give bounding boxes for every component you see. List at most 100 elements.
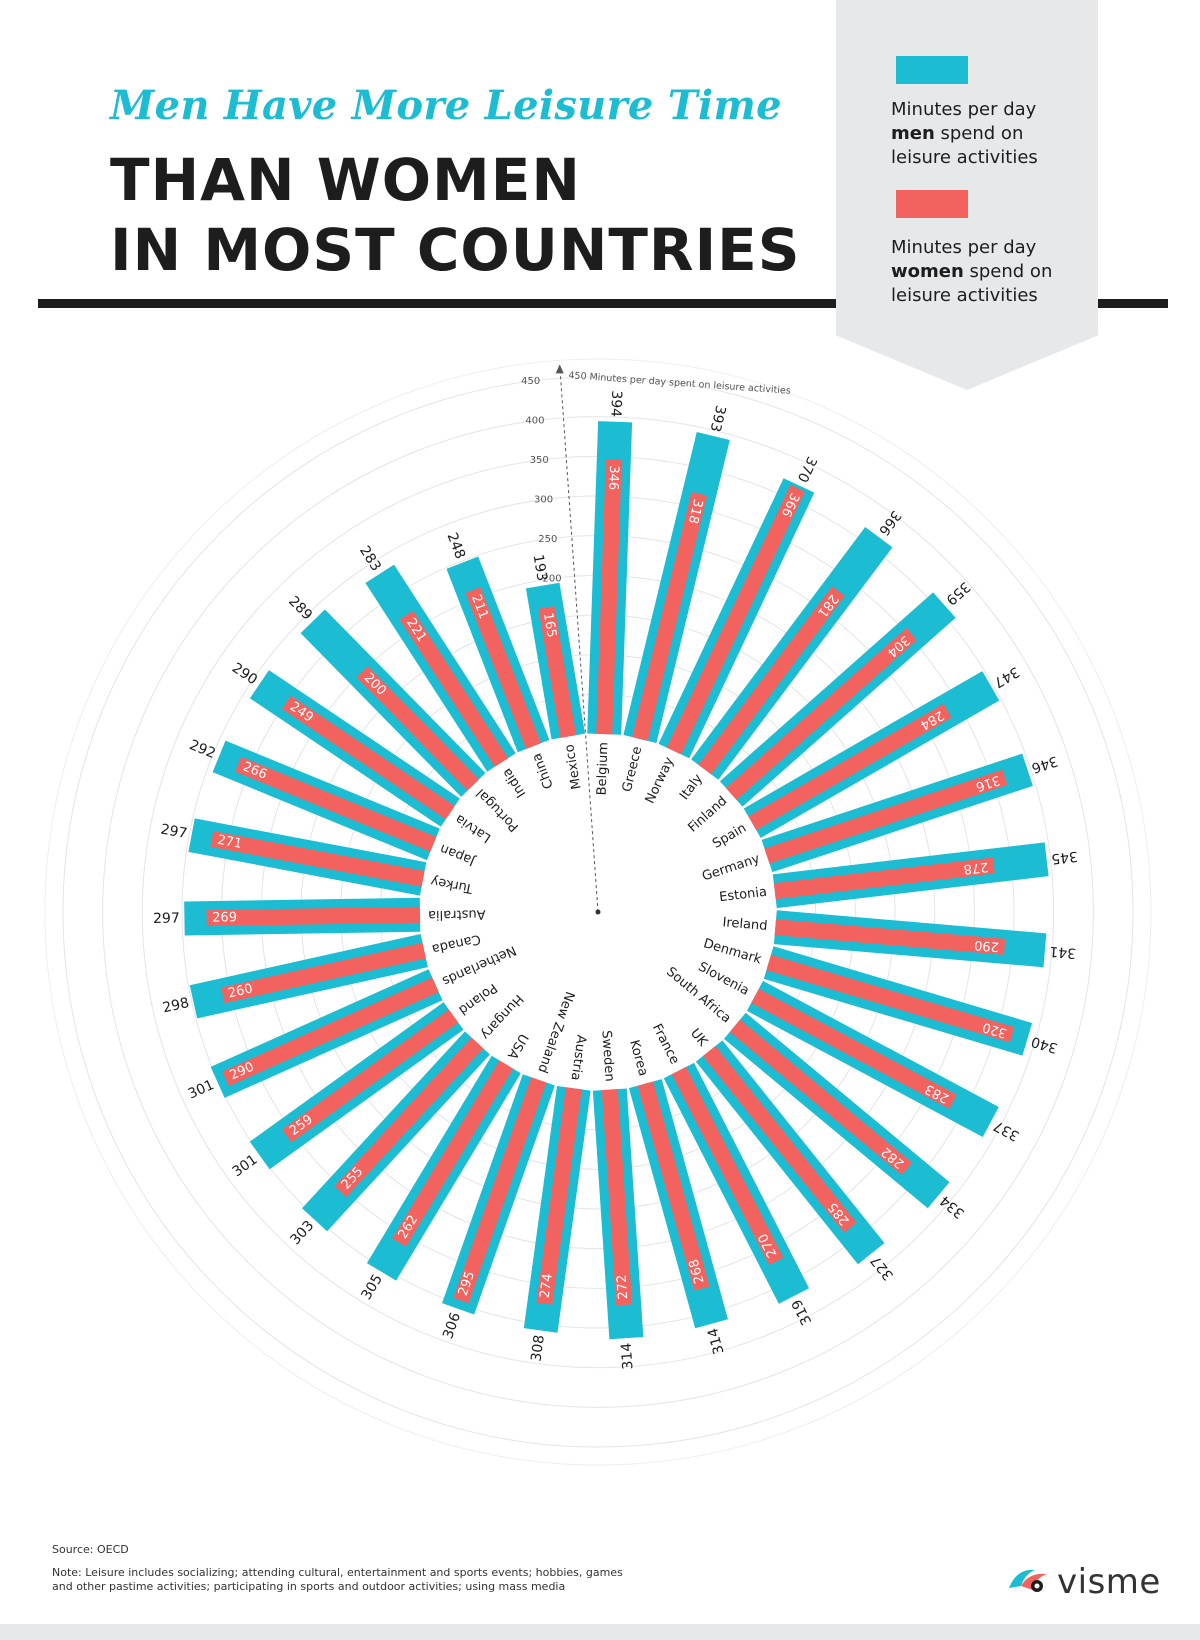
bar-women bbox=[748, 703, 952, 831]
men-value-label: 303 bbox=[287, 1218, 317, 1249]
category-label: Turkey bbox=[429, 873, 475, 896]
axis-tick-label: 300 bbox=[534, 494, 553, 505]
women-value-label: 271 bbox=[216, 833, 243, 852]
category-label: Austria bbox=[567, 1034, 588, 1082]
category-label: UK bbox=[687, 1026, 710, 1050]
grid-ring bbox=[102, 416, 1094, 1408]
legend-men-bold: men bbox=[891, 123, 935, 144]
women-value-label: 272 bbox=[615, 1274, 632, 1300]
bar-women bbox=[281, 695, 455, 820]
grid-ring bbox=[62, 376, 1134, 1448]
legend-swatch-women bbox=[896, 190, 968, 218]
bar-women bbox=[671, 1066, 784, 1265]
men-value-label: 327 bbox=[868, 1252, 897, 1283]
bar-women bbox=[751, 988, 957, 1109]
bar-group: 271 297 Turkey bbox=[159, 818, 475, 896]
bar-women bbox=[538, 606, 577, 738]
women-value-label: 269 bbox=[212, 910, 237, 925]
bar-women bbox=[206, 906, 421, 927]
men-value-label: 305 bbox=[358, 1272, 385, 1303]
bar-group: 278 345 Estonia bbox=[718, 842, 1079, 909]
bar-women bbox=[221, 942, 426, 1004]
axis-tick-label: 200 bbox=[543, 573, 562, 584]
bar-women bbox=[465, 587, 542, 749]
bar-group: 346 394 Belgium bbox=[587, 390, 633, 796]
men-value-label: 301 bbox=[186, 1077, 217, 1103]
men-value-label: 346 bbox=[1029, 752, 1059, 776]
category-label: Spain bbox=[710, 821, 749, 852]
category-label: Ireland bbox=[722, 915, 768, 934]
bar-group: 274 308 Austria bbox=[523, 1034, 591, 1363]
men-value-label: 298 bbox=[161, 995, 191, 1016]
bar-women bbox=[764, 769, 1008, 864]
women-value-label: 316 bbox=[974, 772, 1002, 794]
men-value-label: 290 bbox=[229, 660, 260, 688]
bar-women bbox=[392, 1060, 514, 1247]
category-label: Korea bbox=[626, 1038, 650, 1078]
radial-bar-chart: 50100150200250300350400450450 Minutes pe… bbox=[44, 358, 1152, 1466]
bar-women bbox=[774, 919, 1006, 955]
legend-women-bold: women bbox=[891, 261, 964, 282]
category-label: Greece bbox=[620, 745, 645, 794]
title-line-1: THAN WOMEN bbox=[110, 146, 581, 214]
legend-men-post2: leisure activities bbox=[891, 147, 1038, 168]
bar-group: 316 346 Germany bbox=[700, 752, 1060, 884]
bar-group: 269 297 Australia bbox=[153, 897, 486, 936]
women-value-label: 274 bbox=[538, 1273, 556, 1300]
axis-tick-label: 250 bbox=[538, 534, 557, 545]
category-label: Japan bbox=[438, 840, 478, 868]
men-value-label: 393 bbox=[707, 404, 729, 434]
women-value-label: 318 bbox=[685, 497, 705, 525]
category-label: Australia bbox=[428, 906, 486, 922]
category-label: Estonia bbox=[718, 885, 767, 905]
bar-women bbox=[210, 831, 425, 887]
chart-subtitle: Men Have More Leisure Time bbox=[110, 82, 782, 129]
header-rule bbox=[38, 299, 1168, 308]
bar-women bbox=[399, 610, 509, 767]
footnote: Note: Leisure includes socializing; atte… bbox=[52, 1566, 623, 1593]
category-label: Canada bbox=[430, 931, 482, 956]
bar-group: 165 193 Mexico bbox=[525, 553, 586, 790]
axis-title: 450 Minutes per day spent on leisure act… bbox=[568, 370, 791, 397]
legend-panel: Minutes per day men spend on leisure act… bbox=[836, 0, 1098, 390]
category-label: Norway bbox=[643, 755, 678, 806]
men-value-label: 283 bbox=[356, 543, 384, 574]
category-label: Finland bbox=[685, 794, 730, 836]
legend-women-pre: Minutes per day bbox=[891, 237, 1037, 258]
category-label: USA bbox=[504, 1031, 531, 1062]
category-label: Italy bbox=[677, 771, 706, 803]
women-value-label: 278 bbox=[963, 859, 989, 877]
source-note: Source: OECD bbox=[52, 1543, 129, 1556]
women-value-label: 346 bbox=[605, 465, 621, 490]
bar-women bbox=[356, 666, 480, 791]
men-value-label: 345 bbox=[1050, 848, 1078, 867]
category-label: China bbox=[529, 751, 556, 791]
axis-arrow bbox=[555, 364, 564, 374]
bar-women bbox=[536, 1087, 582, 1305]
axis-tick-label: 400 bbox=[525, 416, 544, 427]
women-value-label: 320 bbox=[981, 1019, 1009, 1040]
legend-swatch-men bbox=[896, 56, 968, 84]
men-value-label: 319 bbox=[789, 1296, 815, 1327]
category-label: India bbox=[500, 765, 530, 800]
category-label: Sweden bbox=[598, 1030, 616, 1082]
bar-women bbox=[729, 1019, 913, 1175]
bar-group: 272 314 Sweden bbox=[592, 1030, 644, 1370]
men-value-label: 341 bbox=[1049, 943, 1077, 961]
axis-line bbox=[559, 370, 599, 913]
footer-band bbox=[0, 1624, 1200, 1640]
men-value-label: 297 bbox=[159, 821, 188, 842]
men-value-label: 306 bbox=[440, 1310, 464, 1341]
men-value-label: 292 bbox=[187, 737, 218, 762]
men-value-label: 366 bbox=[875, 507, 904, 538]
men-value-label: 337 bbox=[991, 1117, 1022, 1144]
bar-group: 260 298 Canada bbox=[161, 931, 482, 1019]
men-value-label: 347 bbox=[991, 663, 1022, 690]
bar-women bbox=[453, 1077, 547, 1304]
category-label: Belgium bbox=[595, 742, 612, 796]
legend-women-post2: leisure activities bbox=[891, 285, 1038, 306]
title-line-2: IN MOST COUNTRIES bbox=[110, 216, 801, 284]
men-value-label: 394 bbox=[607, 390, 624, 417]
